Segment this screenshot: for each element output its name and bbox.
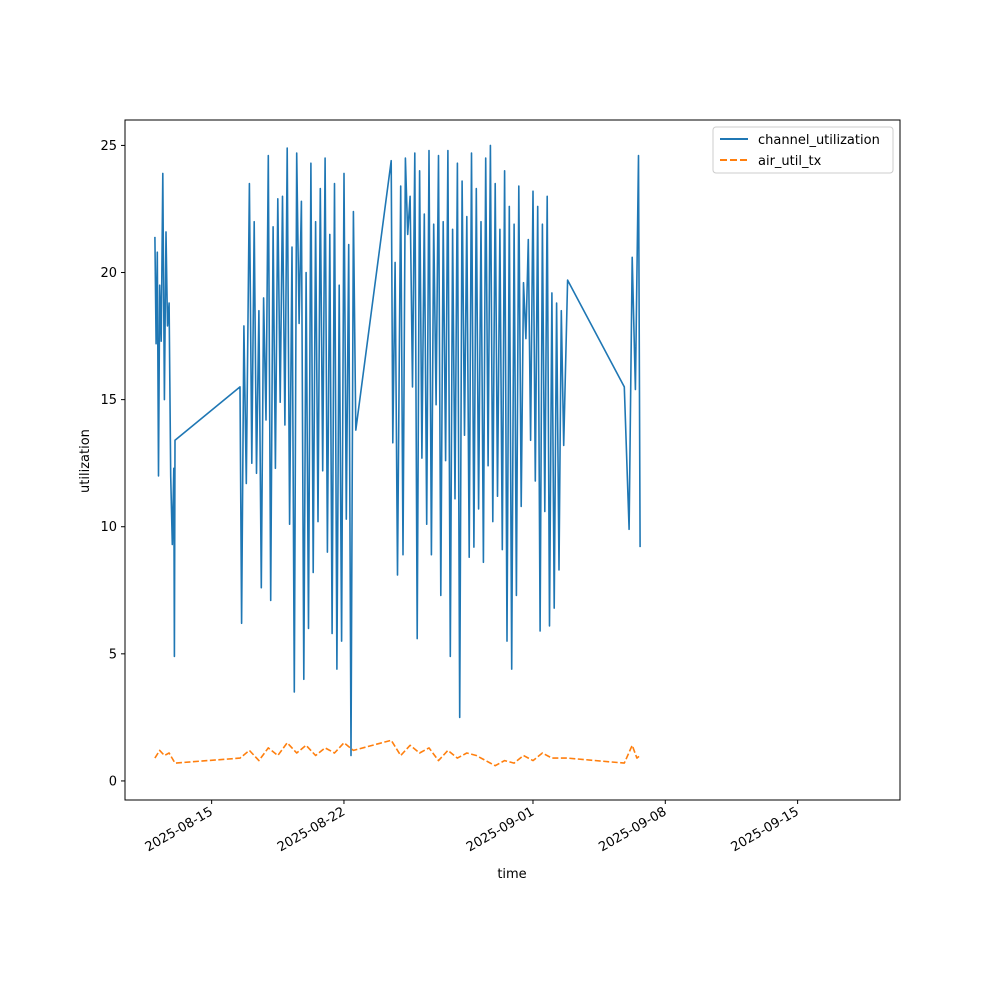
series-line-channel-utilization	[154, 144, 641, 757]
series-line-air-util-tx	[154, 739, 641, 767]
y-tick-label: 0	[109, 774, 117, 789]
legend-box	[712, 126, 894, 174]
y-tick-label: 25	[100, 139, 117, 154]
legend: channel_utilization air_util_tx	[712, 126, 894, 174]
y-axis-ticks: 0 5 10 15 20 25	[100, 139, 125, 789]
axes-frame	[124, 119, 901, 801]
y-tick-label: 10	[100, 520, 117, 535]
y-tick-label: 15	[100, 393, 117, 408]
legend-label-air-util-tx: air_util_tx	[758, 154, 822, 169]
y-axis-label: utilization	[78, 429, 93, 493]
y-tick-label: 5	[109, 647, 117, 662]
plot-area	[154, 144, 641, 767]
legend-label-channel-utilization: channel_utilization	[758, 133, 880, 148]
y-tick-label: 20	[100, 266, 117, 281]
x-axis-label: time	[497, 867, 526, 882]
